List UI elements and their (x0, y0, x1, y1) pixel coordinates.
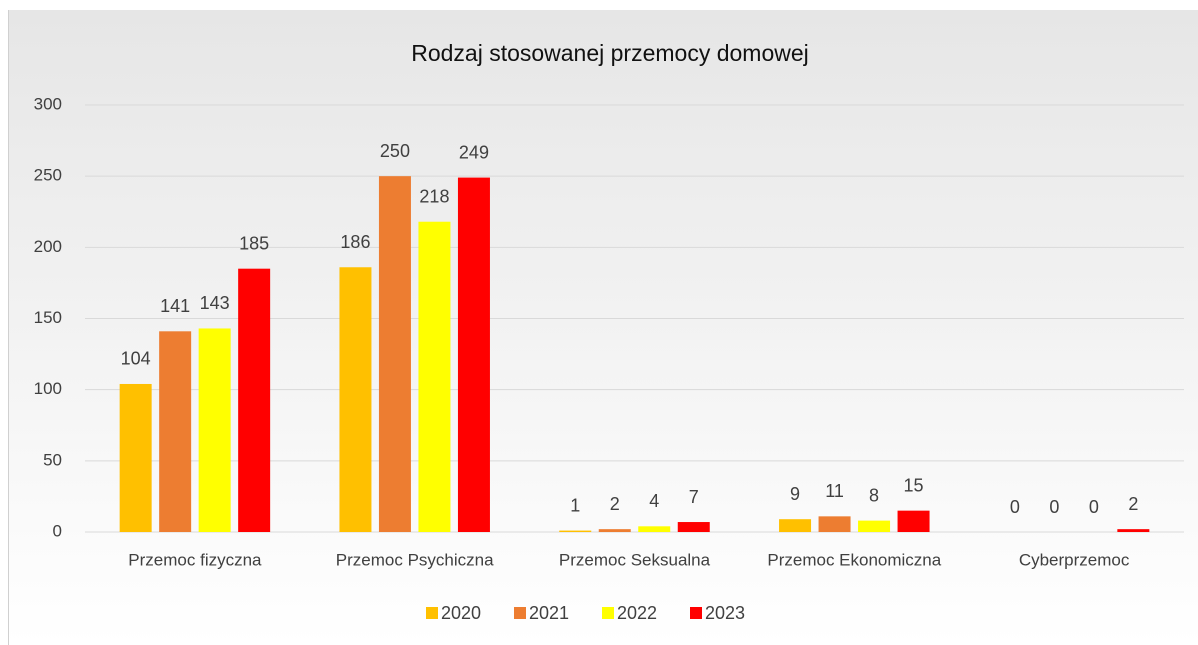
bar (238, 268, 271, 532)
data-label: 249 (459, 142, 489, 162)
data-label: 2 (610, 494, 620, 514)
data-label: 250 (380, 141, 410, 161)
legend-swatch (602, 607, 614, 619)
bar (378, 176, 411, 532)
bar (897, 510, 930, 532)
bar (339, 267, 372, 532)
x-tick-label: Przemoc Seksualna (559, 550, 711, 569)
bar (457, 177, 490, 532)
data-label: 11 (825, 481, 844, 501)
bar (119, 383, 152, 532)
bar (677, 522, 710, 532)
data-label: 15 (904, 475, 924, 495)
data-label: 143 (200, 293, 230, 313)
bar (559, 530, 592, 532)
chart-background (8, 10, 1198, 645)
bar (818, 516, 851, 532)
legend-swatch (690, 607, 702, 619)
y-tick-label: 0 (53, 521, 62, 540)
x-tick-label: Przemoc Ekonomiczna (767, 550, 941, 569)
data-label: 0 (1010, 497, 1020, 517)
legend-swatch (514, 607, 526, 619)
bar (598, 529, 631, 532)
chart-title: Rodzaj stosowanej przemocy domowej (411, 40, 809, 66)
bar (858, 520, 891, 532)
legend-label: 2023 (705, 603, 745, 623)
y-tick-label: 150 (34, 308, 62, 327)
data-label: 185 (239, 233, 269, 253)
data-label: 9 (790, 484, 800, 504)
data-label: 104 (121, 349, 151, 369)
x-tick-label: Cyberprzemoc (1019, 550, 1130, 569)
x-tick-label: Przemoc fizyczna (128, 550, 262, 569)
legend-label: 2021 (529, 603, 569, 623)
data-label: 0 (1049, 497, 1059, 517)
data-label: 141 (160, 296, 190, 316)
data-label: 8 (869, 485, 879, 505)
bar (638, 526, 671, 532)
bar (159, 331, 192, 532)
y-tick-label: 300 (34, 94, 62, 113)
bar (418, 221, 451, 533)
legend-swatch (426, 607, 438, 619)
legend-label: 2020 (441, 603, 481, 623)
y-tick-label: 100 (34, 379, 62, 398)
bar (779, 519, 812, 532)
data-label: 2 (1128, 494, 1138, 514)
x-tick-label: Przemoc Psychiczna (336, 550, 494, 569)
data-label: 186 (340, 232, 370, 252)
y-tick-label: 250 (34, 166, 62, 185)
y-tick-label: 50 (43, 450, 62, 469)
data-label: 218 (419, 186, 449, 206)
y-tick-label: 200 (34, 237, 62, 256)
legend-label: 2022 (617, 603, 657, 623)
data-label: 0 (1089, 497, 1099, 517)
bar (1117, 529, 1150, 532)
bar (198, 328, 231, 532)
data-label: 4 (649, 491, 659, 511)
data-label: 7 (689, 487, 699, 507)
data-label: 1 (570, 495, 580, 515)
